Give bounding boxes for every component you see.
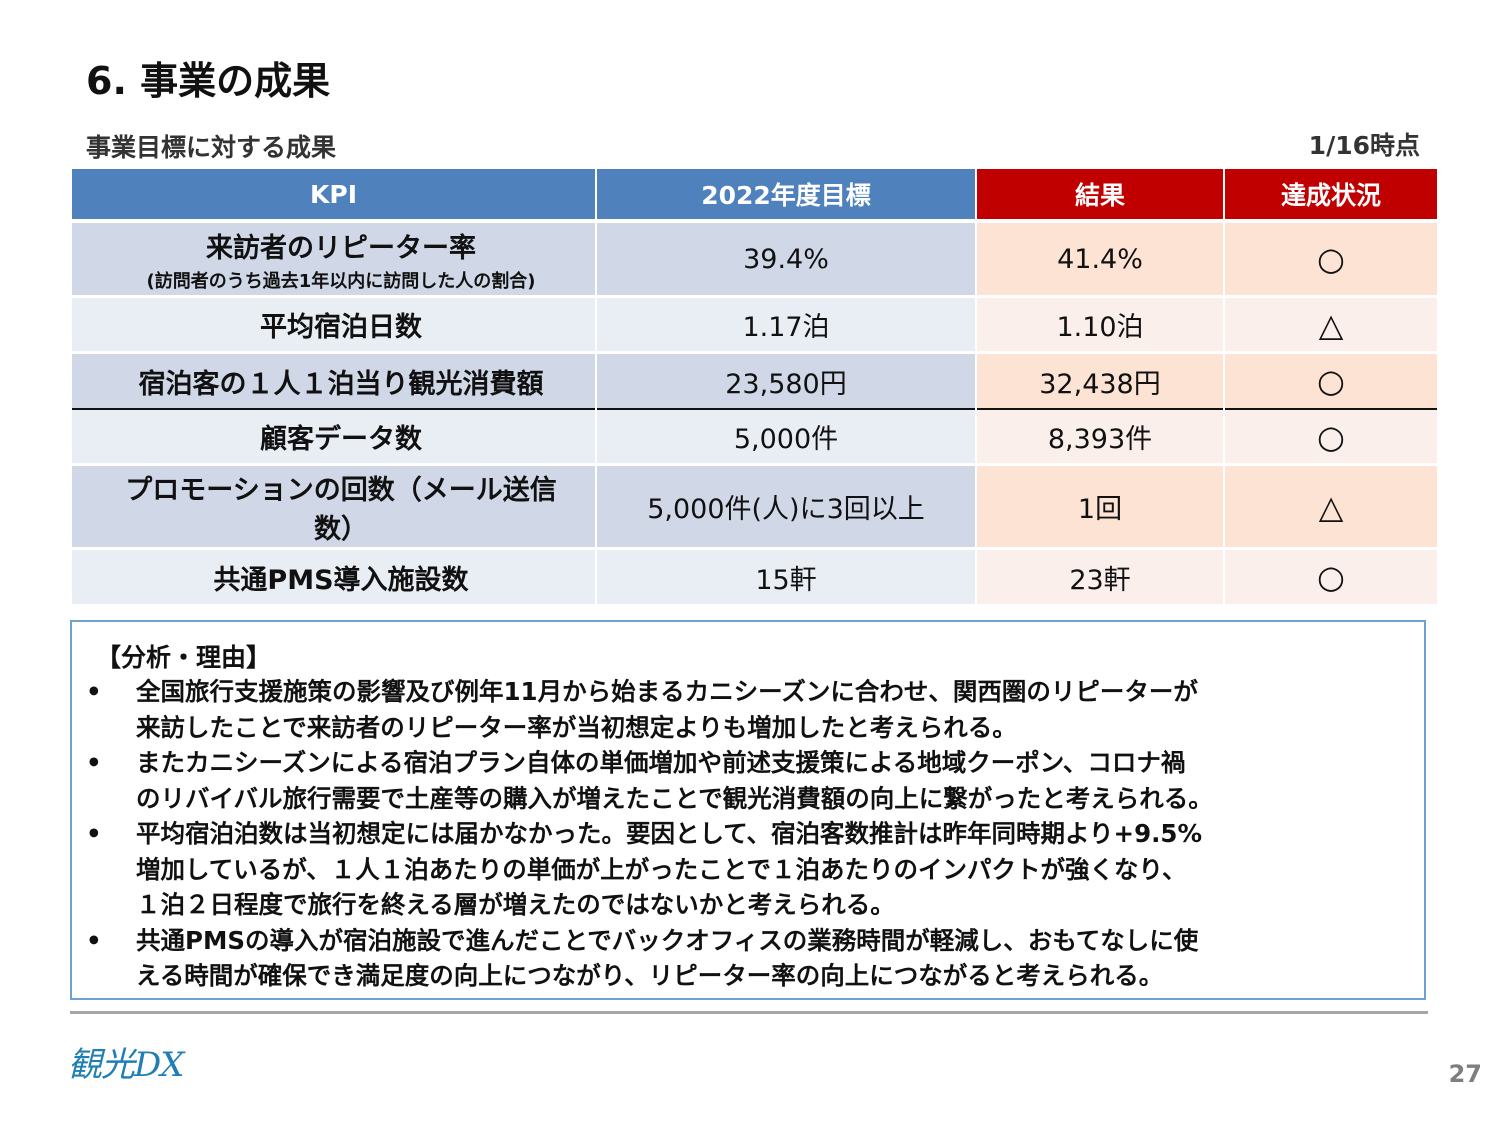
kpi-table: KPI 2022年度目標 結果 達成状況 来訪者のリピーター率 (訪問者のうち過… <box>70 169 1439 607</box>
circle-mark: ○ <box>1317 362 1345 400</box>
status-cell: ○ <box>1225 550 1437 607</box>
result-cell: 1回 <box>977 466 1223 550</box>
bullet-text-line: 全国旅行支援施策の影響及び例年11月から始まるカニシーズンに合わせ、関西圏のリピ… <box>136 677 1198 706</box>
header-kpi: KPI <box>72 169 595 223</box>
bullet-icon: • <box>86 925 102 955</box>
header-target: 2022年度目標 <box>597 169 975 223</box>
kpi-cell: 宿泊客の１人１泊当り観光消費額 <box>72 354 595 410</box>
status-cell: △ <box>1225 466 1437 550</box>
target-cell: 1.17泊 <box>597 298 975 354</box>
circle-mark: ○ <box>1317 558 1345 596</box>
result-cell: 23軒 <box>977 550 1223 607</box>
table-row: 来訪者のリピーター率 (訪問者のうち過去1年以内に訪問した人の割合) 39.4%… <box>72 223 1437 298</box>
kpi-cell: 共通PMS導入施設数 <box>72 550 595 607</box>
bullet-icon: • <box>86 677 102 706</box>
analysis-heading: 【分析・理由】 <box>96 643 272 672</box>
kanko-dx-logo: 観光DX <box>68 1037 184 1086</box>
analysis-bullet: • 平均宿泊泊数は当初想定には届かなかった。要因として、宿泊客数推計は昨年同時期… <box>72 816 1412 923</box>
analysis-bullet: • 全国旅行支援施策の影響及び例年11月から始まるカニシーズンに合わせ、関西圏の… <box>72 674 1412 745</box>
header-result: 結果 <box>977 169 1223 223</box>
target-cell: 15軒 <box>597 550 975 607</box>
as-of-date: 1/16時点 <box>1308 131 1420 160</box>
analysis-bullet: • またカニシーズンによる宿泊プラン自体の単価増加や前述支援策による地域クーポン… <box>72 745 1412 816</box>
circle-mark: ○ <box>1317 240 1345 278</box>
kpi-label: 来訪者のリピーター率 <box>206 232 476 264</box>
bullet-icon: • <box>86 819 102 848</box>
bullet-icon: • <box>86 748 102 777</box>
table-row: 顧客データ数 5,000件 8,393件 ○ <box>72 410 1437 466</box>
logo-text: 観光DX <box>68 1045 184 1085</box>
bullet-text-line: 来訪したことで来訪者のリピーター率が当初想定よりも増加したと考えられる。 <box>136 712 1017 742</box>
section-subtitle: 事業目標に対する成果 <box>86 133 337 162</box>
bullet-text-line: １泊２日程度で旅行を終える層が増えたのではないかと考えられる。 <box>136 890 895 919</box>
result-cell: 32,438円 <box>977 354 1223 410</box>
table-row: 共通PMS導入施設数 15軒 23軒 ○ <box>72 550 1437 607</box>
target-cell: 23,580円 <box>597 354 975 410</box>
kpi-table-header: KPI 2022年度目標 結果 達成状況 <box>72 169 1437 223</box>
status-cell: ○ <box>1225 354 1437 410</box>
header-status: 達成状況 <box>1225 169 1437 223</box>
bullet-text-line: 増加しているが、１人１泊あたりの単価が上がったことで１泊あたりのインパクトが強く… <box>136 854 1187 884</box>
bullet-text-line: またカニシーズンによる宿泊プラン自体の単価増加や前述支援策による地域クーポン、コ… <box>136 748 1186 777</box>
kpi-cell: 来訪者のリピーター率 (訪問者のうち過去1年以内に訪問した人の割合) <box>72 223 595 298</box>
table-row: プロモーションの回数（メール送信 数） 5,000件(人)に3回以上 1回 △ <box>72 466 1437 550</box>
bullet-text-line: のリバイバル旅行需要で土産等の購入が増えたことで観光消費額の向上に繋がったと考え… <box>136 783 1213 813</box>
result-cell: 8,393件 <box>977 410 1223 466</box>
bullet-text-line: える時間が確保でき満足度の向上につながり、リピーター率の向上につながると考えられ… <box>136 961 1164 990</box>
kpi-note: (訪問者のうち過去1年以内に訪問した人の割合) <box>146 270 536 292</box>
status-cell: ○ <box>1225 410 1437 466</box>
triangle-mark: △ <box>1318 305 1344 344</box>
page-title: 6. 事業の成果 <box>86 59 331 103</box>
bullet-text-line: 共通PMSの導入が宿泊施設で進んだことでバックオフィスの業務時間が軽減し、おもて… <box>136 925 1199 955</box>
kpi-label-line-2: 数） <box>314 513 368 545</box>
analysis-list: • 全国旅行支援施策の影響及び例年11月から始まるカニシーズンに合わせ、関西圏の… <box>72 674 1412 994</box>
kpi-cell: プロモーションの回数（メール送信 数） <box>72 466 595 550</box>
target-cell: 5,000件(人)に3回以上 <box>597 466 975 550</box>
kpi-label-line-1: プロモーションの回数（メール送信 <box>125 474 557 506</box>
circle-mark: ○ <box>1317 417 1345 456</box>
page-number: 27 <box>1448 1060 1482 1088</box>
bullet-text-line: 平均宿泊泊数は当初想定には届かなかった。要因として、宿泊客数推計は昨年同時期より… <box>136 819 1203 848</box>
table-row: 宿泊客の１人１泊当り観光消費額 23,580円 32,438円 ○ <box>72 354 1437 410</box>
status-cell: ○ <box>1225 223 1437 298</box>
analysis-box: 【分析・理由】 • 全国旅行支援施策の影響及び例年11月から始まるカニシーズンに… <box>70 620 1426 1000</box>
kpi-cell: 顧客データ数 <box>72 410 595 466</box>
table-row: 平均宿泊日数 1.17泊 1.10泊 △ <box>72 298 1437 354</box>
analysis-bullet: • 共通PMSの導入が宿泊施設で進んだことでバックオフィスの業務時間が軽減し、お… <box>72 923 1412 994</box>
kpi-cell: 平均宿泊日数 <box>72 298 595 354</box>
target-cell: 5,000件 <box>597 410 975 466</box>
triangle-mark: △ <box>1318 487 1344 526</box>
target-cell: 39.4% <box>597 223 975 298</box>
result-cell: 41.4% <box>977 223 1223 298</box>
result-cell: 1.10泊 <box>977 298 1223 354</box>
status-cell: △ <box>1225 298 1437 354</box>
footer-divider <box>70 1011 1428 1014</box>
